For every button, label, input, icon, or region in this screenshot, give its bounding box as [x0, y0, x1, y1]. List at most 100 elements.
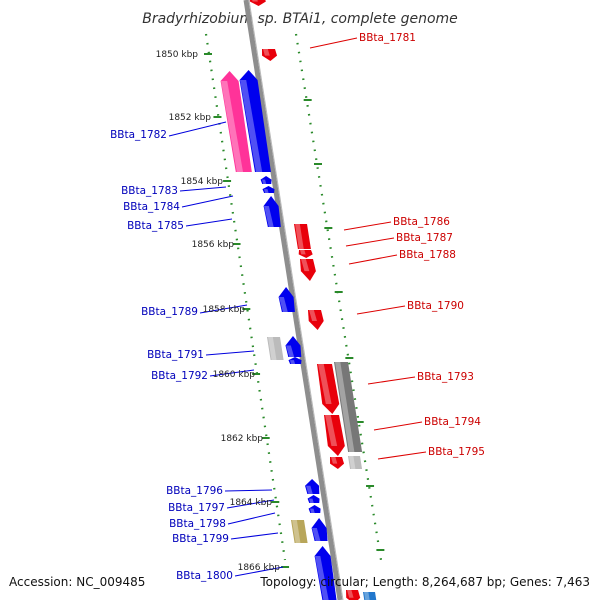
gene-pseudo-1791: [267, 337, 284, 360]
gene-label-bbta-1788[interactable]: BBta_1788: [399, 249, 456, 261]
gene-highlight: [306, 485, 313, 494]
leader-bbta-1781: [309, 37, 358, 49]
gene-label-bbta-1789[interactable]: BBta_1789: [141, 306, 198, 318]
gene-highlight: [318, 364, 332, 404]
gene-label-bbta-1786[interactable]: BBta_1786: [393, 216, 450, 228]
leader-bbta-1791: [205, 350, 255, 356]
gene-bbta-1793: [317, 364, 340, 414]
gene-other-1799: [291, 520, 308, 543]
scale-label: 1858 kbp: [203, 305, 246, 315]
leader-bbta-1782: [168, 121, 227, 137]
gene-bbta-1799: [311, 518, 328, 541]
gene-pseudo-1793: [334, 362, 363, 452]
leader-bbta-1794: [373, 421, 423, 431]
gene-label-bbta-1794[interactable]: BBta_1794: [424, 416, 481, 428]
gene-highlight: [240, 80, 263, 172]
gene-label-bbta-1783[interactable]: BBta_1783: [121, 185, 178, 197]
gene-label-bbta-1784[interactable]: BBta_1784: [123, 201, 180, 213]
scale-label: 1856 kbp: [192, 240, 235, 250]
leader-bbta-1800: [234, 566, 284, 577]
gene-highlight: [310, 508, 315, 513]
leader-bbta-1798: [227, 512, 276, 525]
leader-bbta-1799: [230, 532, 279, 540]
scale-label: 1864 kbp: [230, 498, 273, 508]
map-title: Bradyrhizobium sp. BTAi1, complete genom…: [142, 11, 458, 27]
gene-label-bbta-1785[interactable]: BBta_1785: [127, 220, 184, 232]
gene-bbta-1784: [262, 186, 275, 193]
gene-highlight: [292, 520, 301, 543]
gene-label-bbta-1795[interactable]: BBta_1795: [428, 446, 485, 458]
gene-highlight: [309, 310, 317, 321]
gene-bbta-1788: [300, 259, 316, 281]
gene-highlight: [264, 189, 269, 193]
gene-label-bbta-1797[interactable]: BBta_1797: [168, 502, 225, 514]
gene-rna-1782: [220, 71, 252, 172]
gene-label-bbta-1799[interactable]: BBta_1799: [172, 533, 229, 545]
leader-bbta-1793: [367, 376, 416, 385]
gene-bbta-1796: [305, 479, 320, 494]
gene-highlight: [300, 250, 306, 255]
gene-bbta-1800: [314, 546, 337, 600]
accession-text: Accession: NC_009485: [9, 575, 145, 589]
gene-highlight: [221, 81, 244, 172]
leader-bbta-1796: [224, 489, 273, 492]
gene-highlight: [268, 337, 277, 360]
leader-bbta-1785: [185, 218, 233, 227]
gene-highlight: [335, 362, 355, 452]
leader-bbta-1788: [348, 254, 398, 265]
gene-highlight: [301, 259, 310, 272]
scale-track: [204, 33, 385, 568]
leader-bbta-1786: [343, 221, 392, 231]
gene-label-bbta-1796[interactable]: BBta_1796: [166, 485, 223, 497]
gene-bbta-1783: [260, 176, 272, 184]
topology-text: Topology: circular; Length: 8,264,687 bp…: [259, 575, 590, 589]
scale-label: 1852 kbp: [169, 113, 212, 123]
gene-bbta-1790: [308, 310, 324, 330]
gene-bbta-1785: [263, 196, 281, 227]
scale-label: 1860 kbp: [213, 370, 256, 380]
gene-highlight: [364, 592, 370, 600]
gene-pseudo-1795: [348, 456, 363, 469]
gene-highlight: [295, 224, 304, 249]
gene-label-bbta-1800[interactable]: BBta_1800: [176, 570, 233, 582]
gene-highlight: [252, 0, 258, 2]
gene-bbta-1798: [308, 505, 321, 513]
gene-bbta-1786: [294, 224, 311, 249]
gene-bbta-1791: [285, 336, 302, 357]
gene-partial-bottom: [346, 590, 361, 600]
gene-label-bbta-1793[interactable]: BBta_1793: [417, 371, 474, 383]
leader-bbta-1790: [356, 305, 406, 315]
scale-label: 1862 kbp: [221, 434, 264, 444]
gene-highlight: [262, 179, 267, 184]
gene-highlight: [264, 206, 274, 227]
gene-highlight: [309, 498, 314, 503]
gene-bbta-1797: [307, 495, 320, 503]
label-leaders: [168, 37, 427, 577]
gene-label-bbta-1787[interactable]: BBta_1787: [396, 232, 453, 244]
gene-highlight: [263, 49, 270, 56]
gene-label-bbta-1790[interactable]: BBta_1790: [407, 300, 464, 312]
gene-highlight: [315, 556, 329, 600]
gene-label-bbta-1792[interactable]: BBta_1792: [151, 370, 208, 382]
leader-bbta-1787: [345, 237, 395, 247]
gene-bbta-1789: [278, 287, 295, 312]
leader-bbta-1783: [179, 186, 227, 192]
gene-highlight: [290, 360, 296, 364]
gene-bbta-1781: [262, 49, 278, 61]
gene-highlight: [349, 456, 356, 469]
gene-bbta-1787: [298, 250, 313, 258]
gene-highlight: [331, 457, 338, 464]
gene-partial-top: [249, 0, 266, 6]
gene-highlight: [312, 528, 321, 541]
gene-bbta-1795: [330, 457, 345, 469]
leader-bbta-1797: [226, 499, 275, 509]
scale-label: 1866 kbp: [238, 563, 281, 573]
gene-label-bbta-1798[interactable]: BBta_1798: [169, 518, 226, 530]
gene-label-bbta-1782[interactable]: BBta_1782: [110, 129, 167, 141]
backbone-shadow: [248, 0, 344, 600]
gene-label-bbta-1781[interactable]: BBta_1781: [359, 32, 416, 44]
leader-bbta-1789: [199, 304, 248, 314]
gene-features: [220, 0, 377, 600]
gene-label-bbta-1791[interactable]: BBta_1791: [147, 349, 204, 361]
